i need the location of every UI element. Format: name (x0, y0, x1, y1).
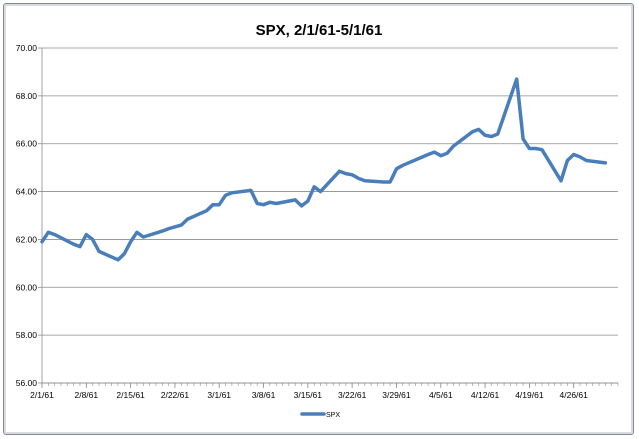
data-point (578, 155, 582, 159)
x-tick-label: 4/12/61 (471, 390, 500, 400)
data-point (426, 153, 430, 156)
data-point (490, 135, 493, 138)
x-tick-label: 4/5/61 (429, 390, 453, 400)
data-point (294, 198, 297, 202)
x-tick-label: 3/29/61 (382, 390, 411, 400)
x-tick-label: 2/15/61 (116, 390, 145, 400)
data-point (230, 191, 234, 194)
data-point (363, 179, 366, 182)
data-point (262, 203, 265, 206)
x-tick-label: 3/22/61 (338, 390, 367, 400)
data-point (313, 185, 316, 188)
axes: 56.00 58.00 60.00 62.00 64.00 66.00 68.00 70.00… (16, 43, 619, 400)
data-point (439, 154, 442, 157)
data-point (496, 132, 499, 136)
data-point (205, 209, 208, 212)
y-tick-label: 68.00 (16, 91, 38, 101)
y-tick-label: 66.00 (16, 139, 38, 149)
data-point (256, 202, 259, 205)
x-tick-label: 2/22/61 (161, 390, 190, 400)
series-layer (40, 77, 608, 262)
data-point (401, 164, 404, 167)
y-tick-label: 64.00 (16, 187, 38, 197)
data-point (218, 203, 221, 206)
legend: SPX (300, 412, 340, 419)
data-point (477, 128, 480, 131)
data-point (306, 199, 309, 203)
data-point (471, 130, 474, 133)
data-point (540, 148, 544, 151)
data-point (186, 217, 189, 221)
data-point (483, 134, 487, 137)
legend-label: SPX (326, 412, 340, 419)
series-line-spx (40, 77, 608, 262)
data-point (528, 147, 531, 150)
data-point (300, 204, 303, 208)
y-tick-label: 60.00 (16, 282, 38, 292)
x-tick-label: 4/19/61 (515, 390, 544, 400)
data-point (338, 170, 341, 173)
y-tick-label: 58.00 (16, 330, 38, 340)
data-point (142, 235, 145, 239)
data-point (585, 159, 588, 162)
data-point (351, 173, 354, 176)
data-point (433, 150, 436, 154)
data-point (129, 240, 132, 243)
x-tick-label: 3/1/61 (207, 390, 231, 400)
y-tick-label: 56.00 (16, 378, 38, 388)
data-point (344, 172, 347, 175)
data-point (566, 159, 569, 162)
data-point (180, 223, 183, 227)
chart-frame (3, 3, 634, 435)
data-point (161, 229, 164, 233)
data-point (123, 252, 126, 255)
data-point (72, 243, 75, 246)
data-point (445, 152, 449, 155)
x-tick-label: 2/1/61 (30, 390, 54, 400)
data-point (604, 161, 607, 165)
data-point (78, 245, 82, 248)
data-point (91, 238, 94, 241)
data-point (388, 180, 392, 184)
data-point (167, 227, 170, 230)
data-point (534, 147, 537, 150)
y-tick-label: 70.00 (16, 43, 38, 53)
x-tick-label: 4/26/61 (560, 390, 589, 400)
x-tick-label: 2/8/61 (74, 390, 98, 400)
data-point (211, 203, 215, 206)
x-tick-label: 3/15/61 (294, 390, 323, 400)
data-point (97, 250, 101, 253)
data-point (452, 144, 455, 148)
data-point (85, 233, 88, 236)
data-point (382, 180, 385, 184)
data-point (47, 231, 50, 234)
data-point (357, 177, 360, 180)
data-point (40, 240, 44, 243)
data-point (135, 231, 139, 234)
data-point (515, 77, 518, 81)
data-point (395, 167, 398, 170)
data-point (319, 190, 322, 193)
data-point (572, 153, 575, 156)
data-point (116, 258, 120, 261)
data-point (559, 179, 563, 182)
data-point (224, 194, 227, 197)
gridlines (42, 47, 618, 384)
chart-title: SPX, 2/1/61-5/1/61 (256, 22, 383, 39)
data-point (275, 202, 278, 205)
data-point (521, 137, 525, 141)
data-point (249, 189, 253, 192)
x-tick-label: 3/8/61 (252, 390, 276, 400)
data-point (53, 233, 56, 236)
data-point (268, 201, 272, 204)
y-tick-label: 62.00 (16, 234, 38, 244)
